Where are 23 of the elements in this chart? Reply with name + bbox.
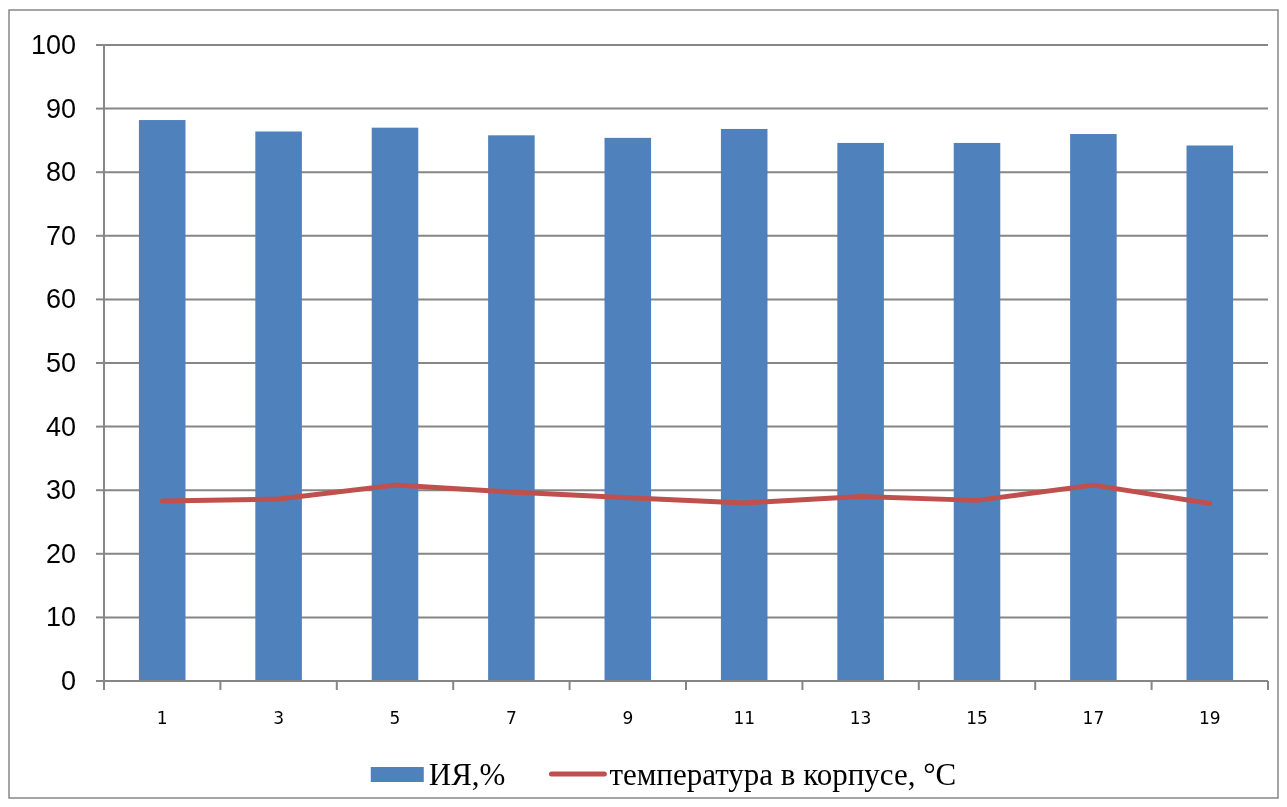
y-tick-label: 10 <box>45 602 76 633</box>
legend-label: температура в корпусе, °C <box>609 756 957 792</box>
y-tick-label: 60 <box>45 284 76 315</box>
x-tick-label: 3 <box>273 708 285 728</box>
x-tick-label: 1 <box>156 708 168 728</box>
y-tick-label: 0 <box>60 666 76 696</box>
legend-label: ИЯ,% <box>428 756 506 792</box>
y-tick-label: 30 <box>45 475 76 506</box>
x-tick-label: 11 <box>733 708 756 728</box>
y-tick-label: 100 <box>30 30 76 60</box>
x-tick-label: 9 <box>622 708 634 728</box>
y-tick-label: 20 <box>45 538 76 569</box>
y-tick-label: 40 <box>45 411 76 442</box>
x-tick-label: 17 <box>1082 708 1105 728</box>
x-tick-label: 15 <box>966 708 988 728</box>
x-tick-label: 13 <box>849 708 872 728</box>
x-tick-label: 7 <box>505 708 517 728</box>
y-tick-label: 90 <box>45 93 76 124</box>
y-tick-label: 50 <box>45 348 76 378</box>
x-tick-label: 19 <box>1198 708 1221 728</box>
y-tick-label: 70 <box>45 220 76 251</box>
x-tick-label: 5 <box>389 708 401 728</box>
y-tick-label: 80 <box>45 157 76 188</box>
